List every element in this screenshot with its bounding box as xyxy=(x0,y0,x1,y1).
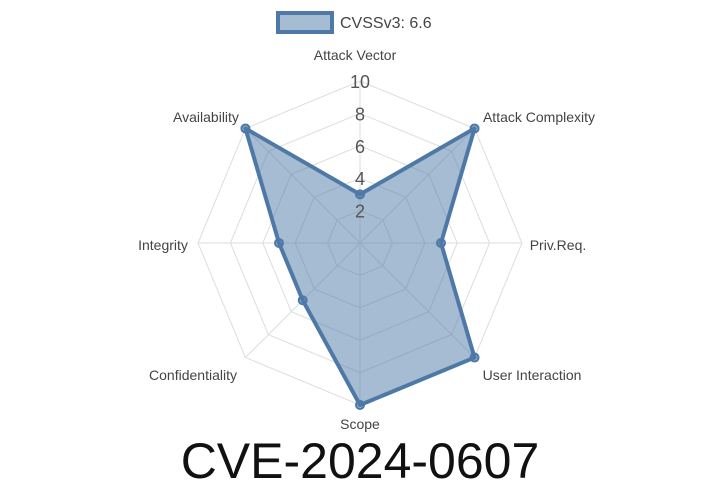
data-point xyxy=(274,238,284,248)
axis-label: Availability xyxy=(173,109,239,125)
axis-label: Integrity xyxy=(138,237,188,253)
legend-swatch xyxy=(276,11,334,34)
r-tick-label: 6 xyxy=(355,137,365,157)
r-tick-label: 10 xyxy=(350,72,370,92)
axis-label: User Interaction xyxy=(483,367,582,383)
data-point xyxy=(240,123,251,134)
data-point xyxy=(469,352,480,363)
axis-label: Confidentiality xyxy=(149,367,237,383)
data-point xyxy=(469,123,480,134)
page-title: CVE-2024-0607 xyxy=(180,433,540,489)
r-tick-label: 2 xyxy=(355,202,365,222)
legend-label: CVSSv3: 6.6 xyxy=(340,15,432,32)
axis-label: Scope xyxy=(340,416,380,432)
axis-label: Attack Complexity xyxy=(483,109,595,125)
data-point xyxy=(297,295,308,306)
data-point xyxy=(436,238,446,248)
axis-label: Priv.Req. xyxy=(530,237,587,253)
data-point xyxy=(355,400,365,410)
data-point xyxy=(355,189,365,200)
r-tick-label: 8 xyxy=(355,104,365,124)
axis-label: Attack Vector xyxy=(314,47,397,63)
r-tick-label: 4 xyxy=(355,169,365,189)
